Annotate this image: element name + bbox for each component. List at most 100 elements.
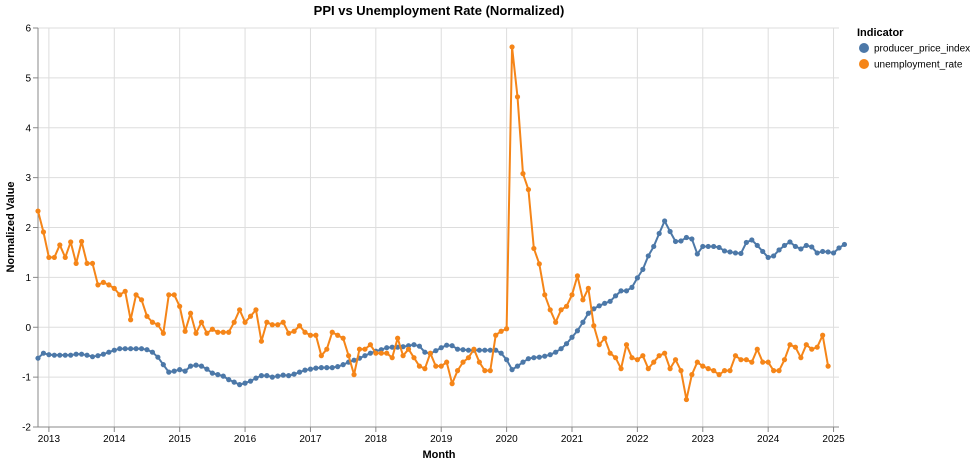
data-point (78, 351, 85, 357)
data-point (542, 353, 548, 359)
data-point (182, 368, 188, 374)
data-point (307, 332, 314, 338)
data-point (231, 379, 237, 385)
data-point (607, 350, 613, 356)
data-point (242, 380, 248, 386)
data-point (596, 342, 602, 348)
data-point (209, 326, 215, 332)
data-point (760, 359, 766, 365)
data-point (820, 248, 826, 255)
data-point (449, 381, 455, 387)
data-point (144, 347, 150, 353)
data-point (155, 354, 161, 360)
data-point (373, 350, 379, 356)
data-point (35, 208, 41, 214)
data-point (395, 335, 401, 341)
data-point (640, 353, 646, 359)
data-point (149, 319, 156, 325)
data-point (340, 335, 346, 341)
data-point (204, 366, 210, 372)
legend-label: producer_price_index (874, 44, 970, 55)
data-point (335, 364, 341, 370)
data-point (558, 307, 564, 313)
data-point (487, 347, 493, 353)
data-point (825, 249, 831, 255)
data-point (569, 292, 575, 298)
data-point (580, 319, 586, 325)
data-point (133, 292, 139, 298)
data-point (198, 363, 205, 369)
chart-title: PPI vs Unemployment Rate (Normalized) (314, 3, 565, 18)
data-point (465, 347, 472, 353)
data-point (89, 354, 96, 360)
data-point (514, 94, 521, 100)
data-point (95, 282, 101, 288)
data-point (411, 355, 417, 361)
data-point (73, 260, 79, 267)
data-point (367, 342, 373, 348)
data-point (721, 248, 728, 254)
data-point (482, 347, 488, 353)
data-point (498, 328, 504, 334)
data-point (732, 353, 739, 359)
data-point (765, 359, 771, 365)
data-point (536, 261, 542, 267)
data-point (444, 342, 450, 348)
legend-swatch (859, 43, 869, 53)
data-point (476, 359, 482, 365)
data-point (645, 366, 651, 372)
data-point (51, 254, 57, 261)
data-point (291, 371, 297, 377)
data-point (574, 328, 581, 334)
data-point (563, 303, 570, 309)
data-point (378, 350, 384, 356)
data-point (68, 352, 74, 358)
data-point (787, 342, 793, 348)
data-point (302, 367, 308, 373)
data-point (787, 239, 793, 245)
data-point (149, 349, 156, 355)
data-point (683, 234, 690, 241)
data-point (84, 260, 90, 267)
data-point (187, 363, 194, 369)
data-point (362, 346, 368, 352)
data-point (765, 254, 771, 261)
data-point (78, 238, 85, 245)
data-point (716, 372, 722, 378)
data-point (798, 246, 804, 252)
data-point (672, 238, 679, 245)
series-producer_price_index (35, 218, 848, 388)
y-tick-label: 3 (25, 173, 31, 184)
data-point (743, 357, 749, 363)
data-point (264, 319, 270, 325)
series-unemployment_rate (35, 44, 831, 403)
data-point (803, 242, 809, 249)
axes: -2 -1 0 1 2 3 4 5 6 2013 2014 2015 2016 2017 2018 2019 2… (22, 24, 845, 446)
data-point (520, 359, 526, 365)
data-point (122, 346, 128, 352)
data-point (596, 303, 602, 309)
data-point (531, 355, 537, 361)
data-point (607, 298, 613, 304)
data-point (313, 332, 319, 338)
x-tick-label: 2017 (299, 434, 322, 445)
data-point (781, 357, 788, 363)
data-point (662, 350, 668, 356)
data-point (329, 365, 335, 371)
data-point (57, 242, 63, 248)
data-point (264, 373, 270, 379)
data-point (444, 359, 450, 365)
data-point (547, 352, 553, 358)
data-point (449, 343, 455, 349)
data-point (51, 352, 57, 358)
data-point (422, 366, 428, 372)
x-tick-label: 2015 (169, 434, 192, 445)
x-tick-label: 2025 (822, 434, 845, 445)
data-point (400, 344, 406, 350)
data-point (602, 335, 608, 341)
data-point (318, 353, 324, 359)
data-point (367, 350, 373, 356)
data-point (820, 332, 826, 338)
data-point (542, 292, 548, 298)
data-point (231, 319, 237, 325)
